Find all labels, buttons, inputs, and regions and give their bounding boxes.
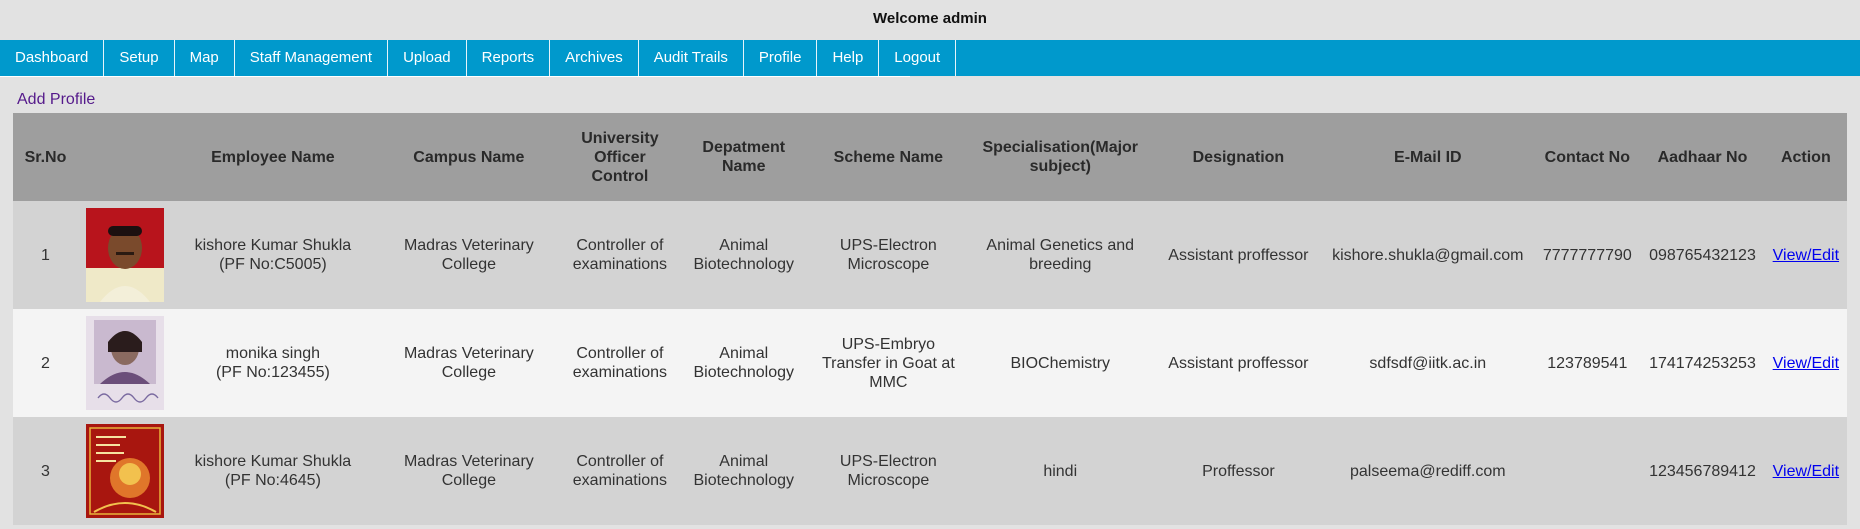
col-email: E-Mail ID [1321,113,1535,201]
sr-no: 2 [13,309,78,417]
scheme-name: UPS-Electron Microscope [811,201,965,309]
nav-map[interactable]: Map [175,40,235,76]
view-edit-link[interactable]: View/Edit [1772,462,1840,480]
nav-bar-wrapper: Dashboard Setup Map Staff Management Upl… [0,40,1860,77]
table-row: 1 kishore Kumar Shukla (PF No:C5005) Mad… [13,201,1847,309]
university-officer-control: Controller of examinations [564,201,676,309]
signed-portrait-photo-icon [86,316,165,410]
aadhaar-no: 174174253253 [1640,309,1765,417]
employee-name: monika singh [225,345,321,362]
employee-name-cell: monika singh (PF No:123455) [172,309,374,417]
email-id: palseema@rediff.com [1321,417,1535,525]
col-university-officer-control: University Officer Control [564,113,676,201]
employee-photo [77,417,173,525]
nav-dashboard[interactable]: Dashboard [0,40,105,76]
contact-no: 7777777790 [1534,201,1641,309]
action-cell: View/Edit [1764,417,1847,525]
col-photo [77,113,173,201]
nav-filler [956,40,1860,76]
col-aadhaar-no: Aadhaar No [1640,113,1765,201]
contact-no [1534,417,1641,525]
col-employee-name: Employee Name [172,113,374,201]
scheme-name: UPS-Embryo Transfer in Goat at MMC [811,309,965,417]
department-name: Animal Biotechnology [675,309,812,417]
aadhaar-no: 098765432123 [1640,201,1765,309]
view-edit-link[interactable]: View/Edit [1772,246,1840,264]
scheme-name: UPS-Electron Microscope [811,417,965,525]
employee-name-cell: kishore Kumar Shukla (PF No:C5005) [172,201,374,309]
department-name: Animal Biotechnology [675,201,812,309]
employee-name: kishore Kumar Shukla [194,237,352,254]
university-officer-control: Controller of examinations [564,309,676,417]
specialisation: BIOChemistry [964,309,1156,417]
specialisation: Animal Genetics and breeding [964,201,1156,309]
pf-number: (PF No:C5005) [219,256,327,273]
nav-help[interactable]: Help [817,40,880,76]
col-department-name: Depatment Name [675,113,812,201]
pf-number: (PF No:4645) [224,472,321,489]
profiles-table: Sr.No Employee Name Campus Name Universi… [13,113,1847,525]
action-cell: View/Edit [1764,309,1847,417]
main-nav: Dashboard Setup Map Staff Management Upl… [0,40,1860,76]
university-officer-control: Controller of examinations [564,417,676,525]
col-scheme-name: Scheme Name [811,113,965,201]
col-campus-name: Campus Name [373,113,565,201]
employee-name: kishore Kumar Shukla [194,453,352,470]
table-row: 3 kishore Kumar Shukla (PF No:4645) [13,417,1847,525]
sr-no: 1 [13,201,78,309]
campus-name: Madras Veterinary College [373,201,565,309]
greeting-card-image-icon [86,424,165,518]
nav-setup[interactable]: Setup [104,40,175,76]
contact-no: 123789541 [1534,309,1641,417]
specialisation: hindi [964,417,1156,525]
designation: Proffessor [1155,417,1322,525]
campus-name: Madras Veterinary College [373,417,565,525]
col-action: Action [1764,113,1847,201]
pf-number: (PF No:123455) [215,364,330,381]
designation: Assistant proffessor [1155,309,1322,417]
email-id: sdfsdf@iitk.ac.in [1321,309,1535,417]
nav-underline [0,76,910,77]
col-contact-no: Contact No [1534,113,1641,201]
nav-upload[interactable]: Upload [388,40,467,76]
col-designation: Designation [1155,113,1322,201]
nav-archives[interactable]: Archives [550,40,639,76]
table-row: 2 monika singh (PF No:123455) Madras Vet… [13,309,1847,417]
aadhaar-no: 123456789412 [1640,417,1765,525]
nav-logout[interactable]: Logout [879,40,957,76]
nav-staff-management[interactable]: Staff Management [235,40,389,76]
table-header-row: Sr.No Employee Name Campus Name Universi… [13,113,1847,201]
portrait-photo-icon [86,208,165,302]
employee-photo [77,201,173,309]
col-sr-no: Sr.No [13,113,78,201]
action-cell: View/Edit [1764,201,1847,309]
email-id: kishore.shukla@gmail.com [1321,201,1535,309]
nav-audit-trails[interactable]: Audit Trails [639,40,744,76]
designation: Assistant proffessor [1155,201,1322,309]
employee-name-cell: kishore Kumar Shukla (PF No:4645) [172,417,374,525]
welcome-message: Welcome admin [873,10,987,27]
col-specialisation: Specialisation(Major subject) [964,113,1156,201]
employee-photo [77,309,173,417]
department-name: Animal Biotechnology [675,417,812,525]
campus-name: Madras Veterinary College [373,309,565,417]
sr-no: 3 [13,417,78,525]
nav-reports[interactable]: Reports [467,40,551,76]
view-edit-link[interactable]: View/Edit [1772,354,1840,372]
nav-profile[interactable]: Profile [744,40,818,76]
add-profile-link[interactable]: Add Profile [17,91,96,108]
